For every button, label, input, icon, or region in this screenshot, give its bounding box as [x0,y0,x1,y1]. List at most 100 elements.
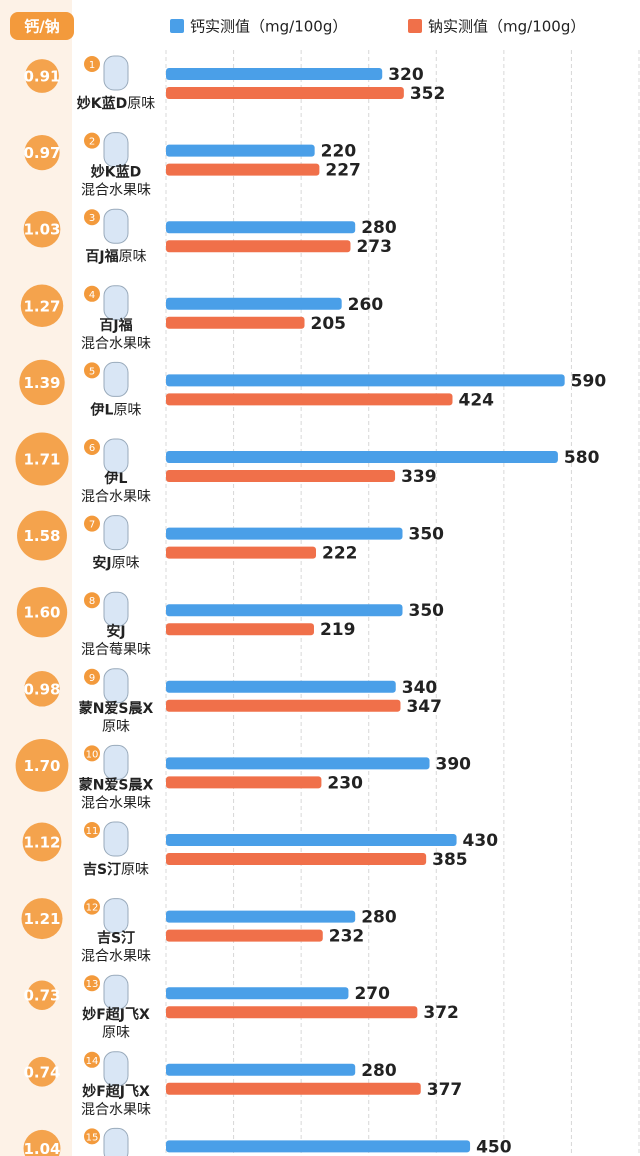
rank-label: 4 [89,290,95,301]
product-flavor: 原味 [127,96,155,112]
value-label: 590 [571,371,607,391]
rank-badge [84,209,100,226]
bar [166,929,323,942]
bar [166,297,342,310]
bar [166,316,305,329]
rank-badge [84,1051,100,1068]
ratio-circle [20,284,64,328]
product-label: 伊L原味 [90,401,142,418]
rank-label: 2 [89,137,95,148]
rank-badge [84,898,100,915]
bar [166,527,403,540]
rank-label: 13 [86,979,99,990]
rank-label: 11 [86,826,99,837]
rank-badge [84,285,100,302]
rank-badge [84,975,100,992]
ratio-circle [27,1056,57,1087]
value-label: 205 [311,314,347,334]
product-flavor: 混合水果味 [81,183,151,199]
legend-swatch [170,19,184,33]
value-label: 340 [402,678,438,698]
product-label: 安J原味 [92,555,139,572]
rank-badge [84,56,100,72]
product-image [103,1127,129,1156]
product-name: 妙F超J飞X [82,1006,150,1023]
ratio-label: 0.74 [23,1063,60,1081]
product-image [103,361,129,397]
value-label: 220 [321,142,357,162]
ratio-label: 1.21 [23,910,60,928]
rank-label: 1 [89,60,95,71]
product-name: 安J [92,555,111,572]
product-name: 百J福 [99,317,132,334]
ratio-circle [15,432,69,486]
rank-label: 15 [86,1132,99,1143]
product-name: 吉S汀 [97,930,135,947]
rank-badge [84,668,100,685]
product-image [103,898,129,934]
ratio-circle [24,671,60,707]
product-name: 妙K蓝D [77,95,127,112]
product-flavor: 混合水果味 [81,489,151,505]
product-name: 吉S汀 [83,861,121,878]
bar [166,1006,418,1019]
product-name: 伊L [104,470,128,487]
rank-badge [84,1128,100,1145]
ratio-circle [17,510,67,561]
ratio-circle [23,210,61,248]
bar [166,623,314,636]
product-name: 百J福 [85,248,118,265]
rank-badge [84,439,100,455]
ratio-circle [21,898,63,940]
product-image [103,974,129,1010]
product-image [103,821,129,857]
value-label: 430 [463,831,499,851]
rank-badge [84,132,100,149]
bar [166,699,401,712]
product-image [103,55,129,91]
value-label: 222 [322,544,358,564]
value-label: 280 [361,1061,397,1081]
ratio-label: 1.39 [23,374,60,392]
bar [166,546,317,559]
product-flavor: 原味 [102,719,130,735]
bar [166,1063,356,1076]
product-image [103,1051,129,1087]
value-label: 580 [564,448,600,468]
rank-badge [84,515,100,532]
ratio-circle [16,587,68,638]
ratio-label: 1.12 [23,834,60,852]
ratio-label: 1.03 [23,221,60,239]
ratio-label: 0.98 [23,680,60,698]
rank-label: 12 [86,903,99,914]
bar [166,853,427,865]
value-label: 270 [354,984,390,1004]
bar [166,1082,421,1095]
rank-label: 6 [89,443,95,454]
product-image [103,744,129,780]
product-flavor: 混合水果味 [81,1102,151,1118]
legend-label: 钙实测值（mg/100g） [190,18,347,36]
product-label: 吉S汀原味 [83,861,149,878]
product-flavor: 原味 [113,402,141,418]
bar [166,87,404,99]
rank-label: 9 [89,673,95,684]
bar [166,604,403,617]
bar [166,834,457,846]
product-label: 妙K蓝D原味 [77,95,155,112]
ratio-circle [25,59,59,93]
value-label: 450 [476,1137,512,1156]
value-label: 260 [348,295,384,315]
ratio-circle [23,1129,61,1156]
value-label: 273 [356,237,392,257]
rank-label: 5 [89,366,95,377]
ratio-circle [24,134,60,171]
bar [166,470,396,482]
bar [166,910,356,923]
legend-swatch [408,19,422,33]
value-label: 350 [409,601,445,621]
value-label: 280 [361,908,397,928]
bar [166,68,383,80]
product-flavor: 混合莓果味 [81,642,151,658]
rank-badge [84,592,100,609]
